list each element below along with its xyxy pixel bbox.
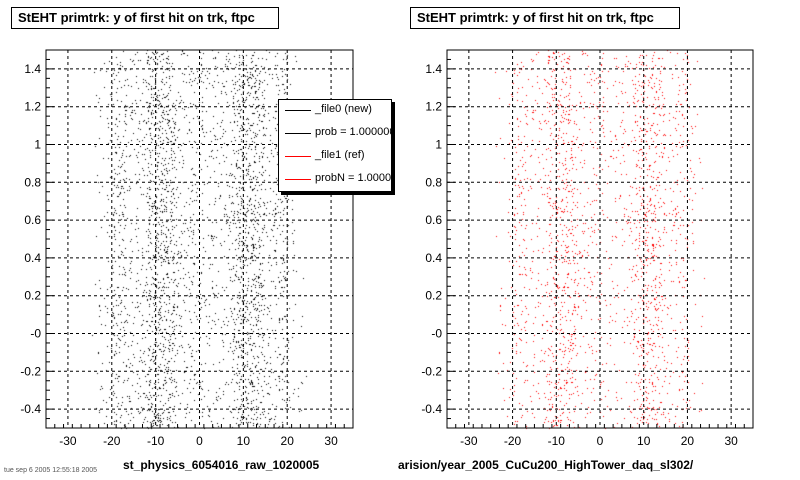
legend-swatch-probn bbox=[285, 179, 311, 180]
y-tick-label: -0.2 bbox=[421, 364, 442, 378]
x-tick-label: -20 bbox=[103, 434, 121, 448]
y-tick-label: 1 bbox=[435, 138, 442, 152]
left-chart-title: StEHT primtrk: y of first hit on trk, ft… bbox=[11, 7, 279, 29]
right-x-axis-label: arision/year_2005_CuCu200_HighTower_daq_… bbox=[398, 458, 694, 472]
x-tick-label: -10 bbox=[548, 434, 566, 448]
x-tick-label: 20 bbox=[681, 434, 695, 448]
y-tick-label: 1.2 bbox=[425, 100, 442, 114]
x-tick-label: -20 bbox=[504, 434, 522, 448]
y-tick-label: 0.2 bbox=[425, 289, 442, 303]
legend: _file0 (new) prob = 1.000000 _file1 (ref… bbox=[278, 99, 392, 192]
y-tick-label: 1.2 bbox=[24, 100, 41, 114]
legend-label-probn: probN = 1.000000 bbox=[315, 172, 392, 184]
legend-swatch-prob bbox=[285, 133, 311, 134]
y-tick-label: 0.8 bbox=[24, 175, 41, 189]
x-tick-label: 20 bbox=[281, 434, 295, 448]
left-x-axis-label: st_physics_6054016_raw_1020005 bbox=[123, 458, 320, 472]
legend-entry-prob: prob = 1.000000 bbox=[279, 125, 391, 141]
y-tick-label: -0.2 bbox=[20, 364, 41, 378]
x-tick-label: 10 bbox=[637, 434, 651, 448]
legend-swatch-new bbox=[285, 110, 311, 111]
x-tick-label: 30 bbox=[724, 434, 738, 448]
y-tick-label: -0.4 bbox=[421, 402, 442, 416]
y-tick-label: 0.4 bbox=[425, 251, 442, 265]
legend-label-new: _file0 (new) bbox=[315, 103, 372, 115]
legend-label-ref: _file1 (ref) bbox=[315, 149, 365, 161]
y-tick-label: 1.4 bbox=[24, 62, 41, 76]
y-tick-label: -0.4 bbox=[20, 402, 41, 416]
x-tick-label: -30 bbox=[59, 434, 77, 448]
y-tick-label: 0.8 bbox=[425, 175, 442, 189]
y-tick-label: 1.4 bbox=[425, 62, 442, 76]
y-tick-label: -0 bbox=[431, 327, 442, 341]
y-tick-label: 0.6 bbox=[24, 213, 41, 227]
x-tick-label: -10 bbox=[147, 434, 165, 448]
y-tick-label: -0 bbox=[30, 327, 41, 341]
x-tick-label: 0 bbox=[196, 434, 203, 448]
x-tick-label: -30 bbox=[460, 434, 478, 448]
right-chart-title: StEHT primtrk: y of first hit on trk, ft… bbox=[410, 7, 680, 29]
legend-label-prob: prob = 1.000000 bbox=[315, 126, 392, 138]
legend-swatch-ref bbox=[285, 156, 311, 157]
y-tick-label: 1 bbox=[34, 138, 41, 152]
y-tick-label: 0.4 bbox=[24, 251, 41, 265]
footer-timestamp: tue sep 6 2005 12:55:18 2005 bbox=[4, 467, 98, 474]
y-tick-label: 0.2 bbox=[24, 289, 41, 303]
y-tick-label: 0.6 bbox=[425, 213, 442, 227]
right-plot: -30 -20 -10 0 10 20 30 -0.4 -0.2 -0 0.2 0.4 0.6 0.8 1 1… bbox=[421, 49, 754, 448]
legend-entry-new: _file0 (new) bbox=[279, 102, 391, 118]
legend-entry-probn: probN = 1.000000 bbox=[279, 171, 391, 187]
x-tick-label: 0 bbox=[597, 434, 604, 448]
legend-entry-ref: _file1 (ref) bbox=[279, 148, 391, 164]
x-tick-label: 10 bbox=[237, 434, 251, 448]
x-tick-label: 30 bbox=[324, 434, 338, 448]
